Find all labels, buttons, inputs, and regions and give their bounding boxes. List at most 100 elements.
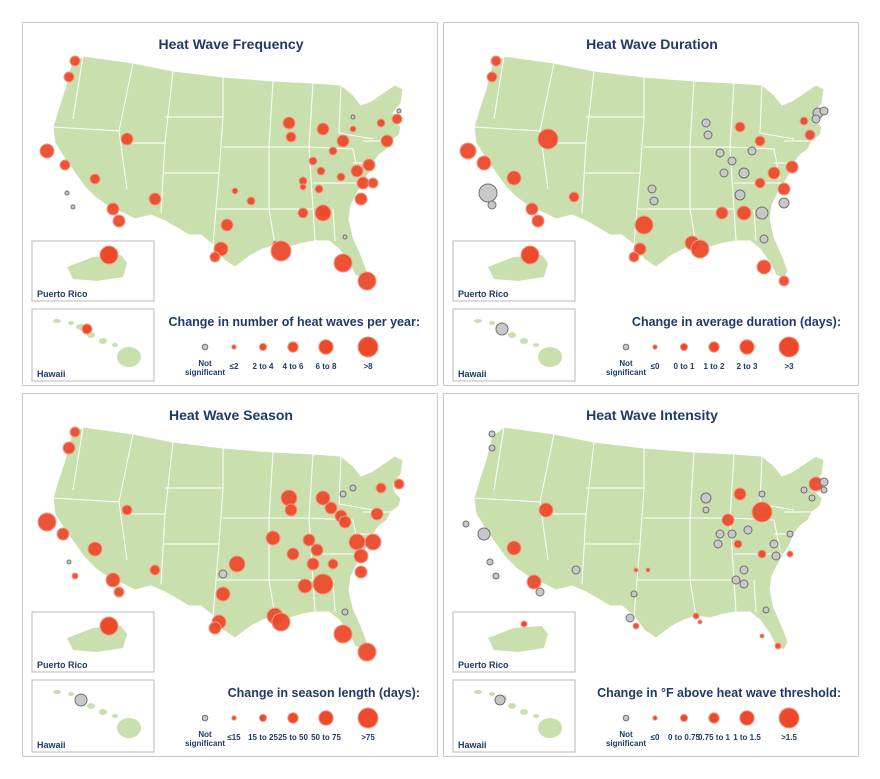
panel-heat-wave-frequency: Heat Wave Frequency Puerto Rico Hawaii Chan… xyxy=(22,22,438,386)
station-marker xyxy=(649,196,659,206)
station-marker xyxy=(630,590,638,598)
station-marker xyxy=(336,134,350,148)
station-marker xyxy=(700,492,712,504)
svg-text:≤2: ≤2 xyxy=(230,362,239,371)
hawaii-inset: Hawaii xyxy=(452,308,576,382)
puerto-rico-inset: Puerto Rico xyxy=(452,611,576,673)
station-marker xyxy=(354,192,368,206)
station-marker xyxy=(349,125,357,133)
legend-symbol xyxy=(201,343,209,351)
station-marker xyxy=(316,166,326,176)
station-marker xyxy=(391,113,403,125)
station-marker xyxy=(719,168,729,178)
station-marker xyxy=(297,578,313,594)
svg-text:0 to 0.75: 0 to 0.75 xyxy=(668,733,701,742)
station-marker xyxy=(571,565,581,575)
legend: Change in number of heat waves per year:… xyxy=(169,315,420,377)
station-marker xyxy=(492,572,500,580)
panel-heat-wave-duration: Heat Wave Duration Puerto Rico Hawaii Chang… xyxy=(443,22,859,386)
svg-text:Puerto Rico: Puerto Rico xyxy=(458,289,509,299)
svg-text:≤0: ≤0 xyxy=(651,733,660,742)
legend-symbol xyxy=(778,707,800,729)
inset-station-marker xyxy=(99,245,119,265)
station-marker xyxy=(786,550,794,558)
svg-text:25 to 50: 25 to 50 xyxy=(278,733,308,742)
station-marker xyxy=(336,172,346,182)
station-marker xyxy=(762,606,770,614)
station-marker xyxy=(63,71,75,83)
station-marker xyxy=(380,134,394,148)
station-marker xyxy=(396,108,402,114)
station-marker xyxy=(462,520,470,528)
station-marker xyxy=(486,558,494,566)
legend-symbol xyxy=(778,336,800,358)
hawaii-inset: Hawaii xyxy=(31,679,155,753)
legend-symbol xyxy=(679,713,689,723)
station-marker xyxy=(778,197,790,209)
svg-text:Puerto Rico: Puerto Rico xyxy=(458,660,509,670)
svg-text:1 to 1.5: 1 to 1.5 xyxy=(733,733,761,742)
legend-symbol xyxy=(357,336,379,358)
station-marker xyxy=(286,547,300,561)
station-marker xyxy=(537,128,559,150)
station-marker xyxy=(284,503,298,517)
station-marker xyxy=(486,71,498,83)
map-svg: Heat Wave Season Puerto Rico Hawaii Change … xyxy=(31,407,420,753)
station-marker xyxy=(349,484,357,492)
station-marker xyxy=(56,527,70,541)
station-marker xyxy=(769,539,779,549)
station-marker xyxy=(488,444,496,452)
legend-symbol xyxy=(357,707,379,729)
station-marker xyxy=(757,549,767,559)
station-marker xyxy=(785,160,799,174)
legend-symbol xyxy=(231,344,237,350)
station-marker xyxy=(751,501,773,523)
legend-symbol xyxy=(622,714,630,722)
map-svg: Heat Wave Frequency Puerto Rico Hawaii Chan… xyxy=(31,36,420,382)
station-marker xyxy=(341,608,349,616)
station-markers xyxy=(459,55,829,336)
station-marker xyxy=(338,515,352,529)
station-marker xyxy=(804,129,816,141)
station-marker xyxy=(777,182,791,196)
svg-text:2 to 3: 2 to 3 xyxy=(737,362,758,371)
station-marker xyxy=(208,621,222,635)
station-marker xyxy=(628,251,640,263)
inset-station-marker xyxy=(520,620,528,628)
station-marker xyxy=(342,234,348,240)
svg-text:4 to 6: 4 to 6 xyxy=(283,362,304,371)
station-marker xyxy=(37,512,57,532)
svg-text:Change in number of heat waves: Change in number of heat waves per year: xyxy=(169,315,420,329)
station-marker xyxy=(538,502,554,518)
station-marker xyxy=(120,132,134,146)
legend-symbol xyxy=(258,713,268,723)
station-marker xyxy=(310,543,324,557)
inset-station-marker xyxy=(99,616,119,636)
station-marker xyxy=(89,173,101,185)
station-marker xyxy=(634,215,654,235)
inset-station-marker xyxy=(495,322,509,336)
station-marker xyxy=(727,156,737,166)
station-marker xyxy=(645,567,651,573)
legend-symbol xyxy=(679,342,689,352)
station-marker xyxy=(754,135,766,147)
station-marker xyxy=(754,177,766,189)
station-marker xyxy=(357,271,377,291)
station-marker xyxy=(767,166,781,180)
legend-symbol xyxy=(318,710,334,726)
station-marker xyxy=(328,146,338,156)
station-marker xyxy=(314,184,324,194)
station-marker xyxy=(215,586,231,602)
panel-title: Heat Wave Frequency xyxy=(159,36,304,52)
station-marker xyxy=(476,155,492,171)
station-marker xyxy=(270,240,292,262)
station-marker xyxy=(64,190,70,196)
station-marker xyxy=(149,564,161,576)
puerto-rico-inset: Puerto Rico xyxy=(31,240,155,302)
station-marker xyxy=(697,619,703,625)
station-marker xyxy=(393,478,405,490)
station-marker xyxy=(487,200,497,210)
station-marker xyxy=(364,533,382,551)
station-marker xyxy=(87,541,103,557)
legend-symbol xyxy=(231,715,237,721)
